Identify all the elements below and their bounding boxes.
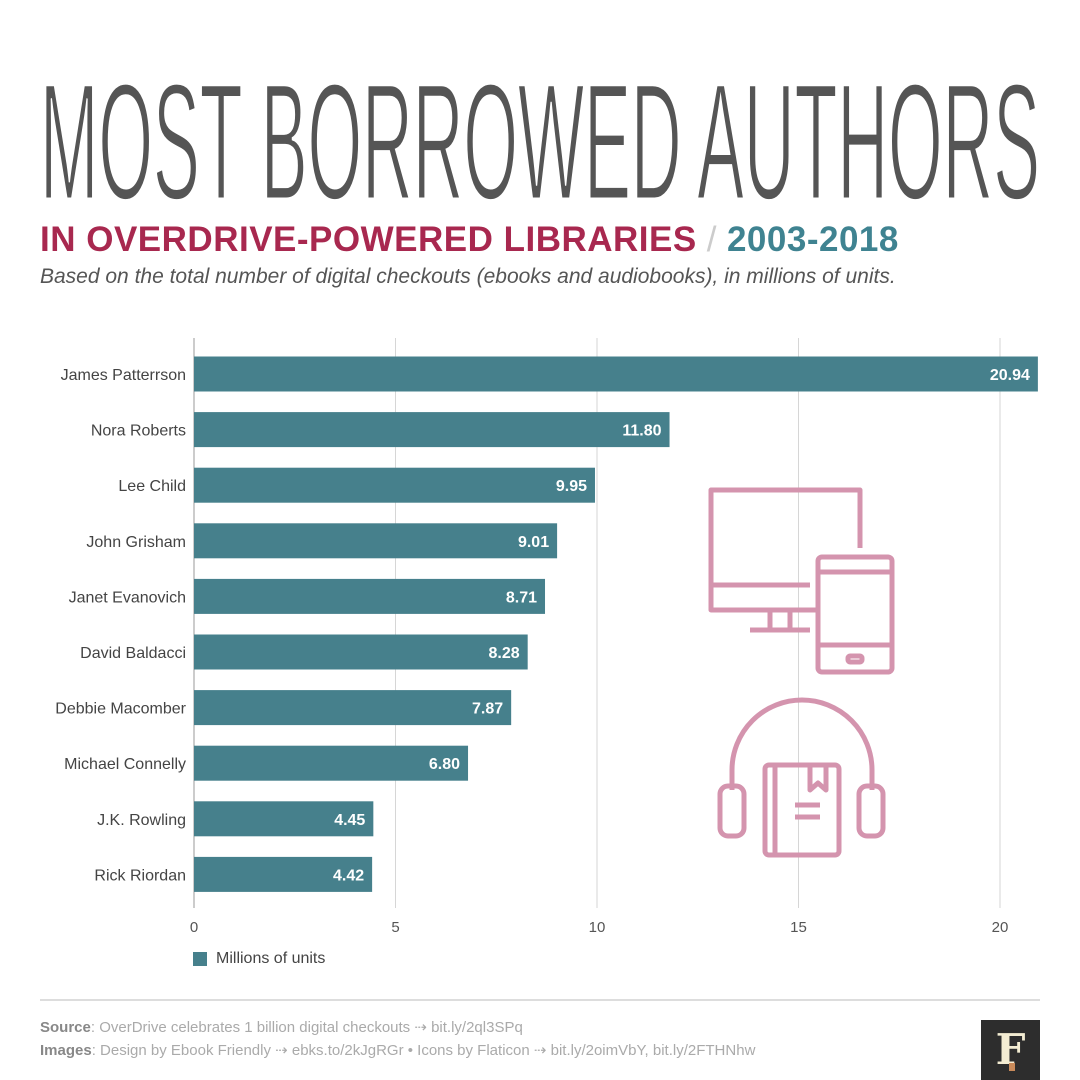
headphones-audiobook-icon [717, 697, 886, 858]
source-label: Source [40, 1019, 91, 1036]
category-label: Michael Connelly [64, 756, 186, 773]
page-title: MOST BORROWED AUTHORS [40, 50, 1040, 210]
subtitle: IN OVERDRIVE-POWERED LIBRARIES/2003-2018 [40, 220, 899, 260]
bar [194, 801, 374, 837]
description: Based on the total number of digital che… [40, 265, 896, 288]
value-label: 8.28 [489, 645, 520, 662]
bar [194, 467, 595, 503]
footer-source: Source: OverDrive celebrates 1 billion d… [40, 1018, 523, 1036]
smartphone-icon [815, 554, 895, 675]
bar [194, 523, 558, 559]
value-label: 20.94 [990, 367, 1030, 384]
images-text: : Design by Ebook Friendly ⇢ ebks.to/2kJ… [91, 1042, 756, 1059]
footer-images: Images: Design by Ebook Friendly ⇢ ebks.… [40, 1041, 755, 1059]
x-tick-label: 5 [391, 919, 399, 936]
category-label: John Grisham [86, 534, 186, 551]
bar [194, 412, 670, 448]
subtitle-years: 2003-2018 [726, 220, 899, 259]
category-label: Janet Evanovich [69, 589, 186, 606]
ebook-friendly-logo: F [981, 1020, 1040, 1080]
legend-label: Millions of units [216, 950, 326, 967]
source-text: : OverDrive celebrates 1 billion digital… [90, 1019, 523, 1036]
value-label: 7.87 [472, 701, 503, 718]
desktop-monitor-icon [708, 487, 863, 633]
value-label: 6.80 [429, 756, 460, 773]
category-label: James Patterrson [61, 367, 186, 384]
bar [194, 745, 469, 781]
bar [194, 690, 512, 726]
value-label: 4.42 [333, 867, 364, 884]
category-label: Nora Roberts [91, 423, 186, 440]
legend-swatch [193, 952, 207, 966]
x-tick-label: 0 [190, 919, 198, 936]
value-label: 9.01 [518, 534, 549, 551]
legend: Millions of units [193, 950, 325, 968]
subtitle-separator: / [706, 220, 717, 259]
bar-chart: 0 5 10 15 20 James Patterrson 20.94 Nora Robert… [55, 338, 1038, 936]
value-label: 11.80 [622, 423, 661, 440]
images-label: Images [40, 1042, 92, 1059]
bar [194, 356, 1038, 392]
x-tick-label: 20 [992, 919, 1009, 936]
subtitle-main: IN OVERDRIVE-POWERED LIBRARIES [40, 220, 697, 259]
value-label: 9.95 [556, 478, 587, 495]
value-label: 8.71 [506, 589, 537, 606]
category-label: Rick Riordan [94, 867, 186, 884]
category-label: Debbie Macomber [55, 701, 186, 718]
category-label: J.K. Rowling [97, 812, 186, 829]
category-label: Lee Child [118, 478, 186, 495]
bar [194, 634, 528, 670]
bar [194, 578, 546, 614]
title-wrapper: MOST BORROWED AUTHORS [39, 49, 1042, 211]
category-label: David Baldacci [80, 645, 186, 662]
bar [194, 856, 373, 892]
x-tick-label: 15 [790, 919, 807, 936]
value-label: 4.45 [334, 812, 365, 829]
x-tick-label: 10 [589, 919, 606, 936]
divider [40, 999, 1040, 1001]
